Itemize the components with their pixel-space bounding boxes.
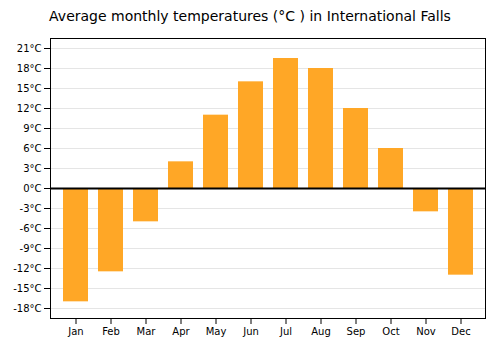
svg-text:Jun: Jun: [242, 326, 259, 337]
svg-text:21°C: 21°C: [17, 43, 42, 54]
svg-text:Jul: Jul: [279, 326, 292, 337]
svg-text:6°C: 6°C: [23, 143, 41, 154]
svg-text:-6°C: -6°C: [20, 223, 42, 234]
svg-text:15°C: 15°C: [17, 83, 42, 94]
svg-text:Oct: Oct: [382, 326, 399, 337]
svg-text:Feb: Feb: [102, 326, 120, 337]
svg-text:3°C: 3°C: [23, 163, 41, 174]
svg-text:12°C: 12°C: [17, 103, 42, 114]
svg-text:-3°C: -3°C: [20, 203, 42, 214]
svg-text:Nov: Nov: [416, 326, 436, 337]
svg-text:-15°C: -15°C: [13, 283, 41, 294]
svg-text:0°C: 0°C: [23, 183, 41, 194]
html-text:Average monthly temperatures (: Average monthly temperatures (°C ) in In…: [49, 8, 451, 24]
svg-text:Aug: Aug: [311, 326, 331, 337]
svg-text:Mar: Mar: [137, 326, 157, 337]
svg-text:18°C: 18°C: [17, 63, 42, 74]
svg-text:-18°C: -18°C: [13, 303, 41, 314]
svg-text:-12°C: -12°C: [13, 263, 41, 274]
svg-text:9°C: 9°C: [23, 123, 41, 134]
svg-text:Sep: Sep: [347, 326, 366, 337]
svg-text:Apr: Apr: [172, 326, 190, 337]
svg-text:Dec: Dec: [451, 326, 470, 337]
svg-text:-9°C: -9°C: [20, 243, 42, 254]
svg-text:May: May: [206, 326, 227, 337]
svg-text:Jan: Jan: [67, 326, 83, 337]
